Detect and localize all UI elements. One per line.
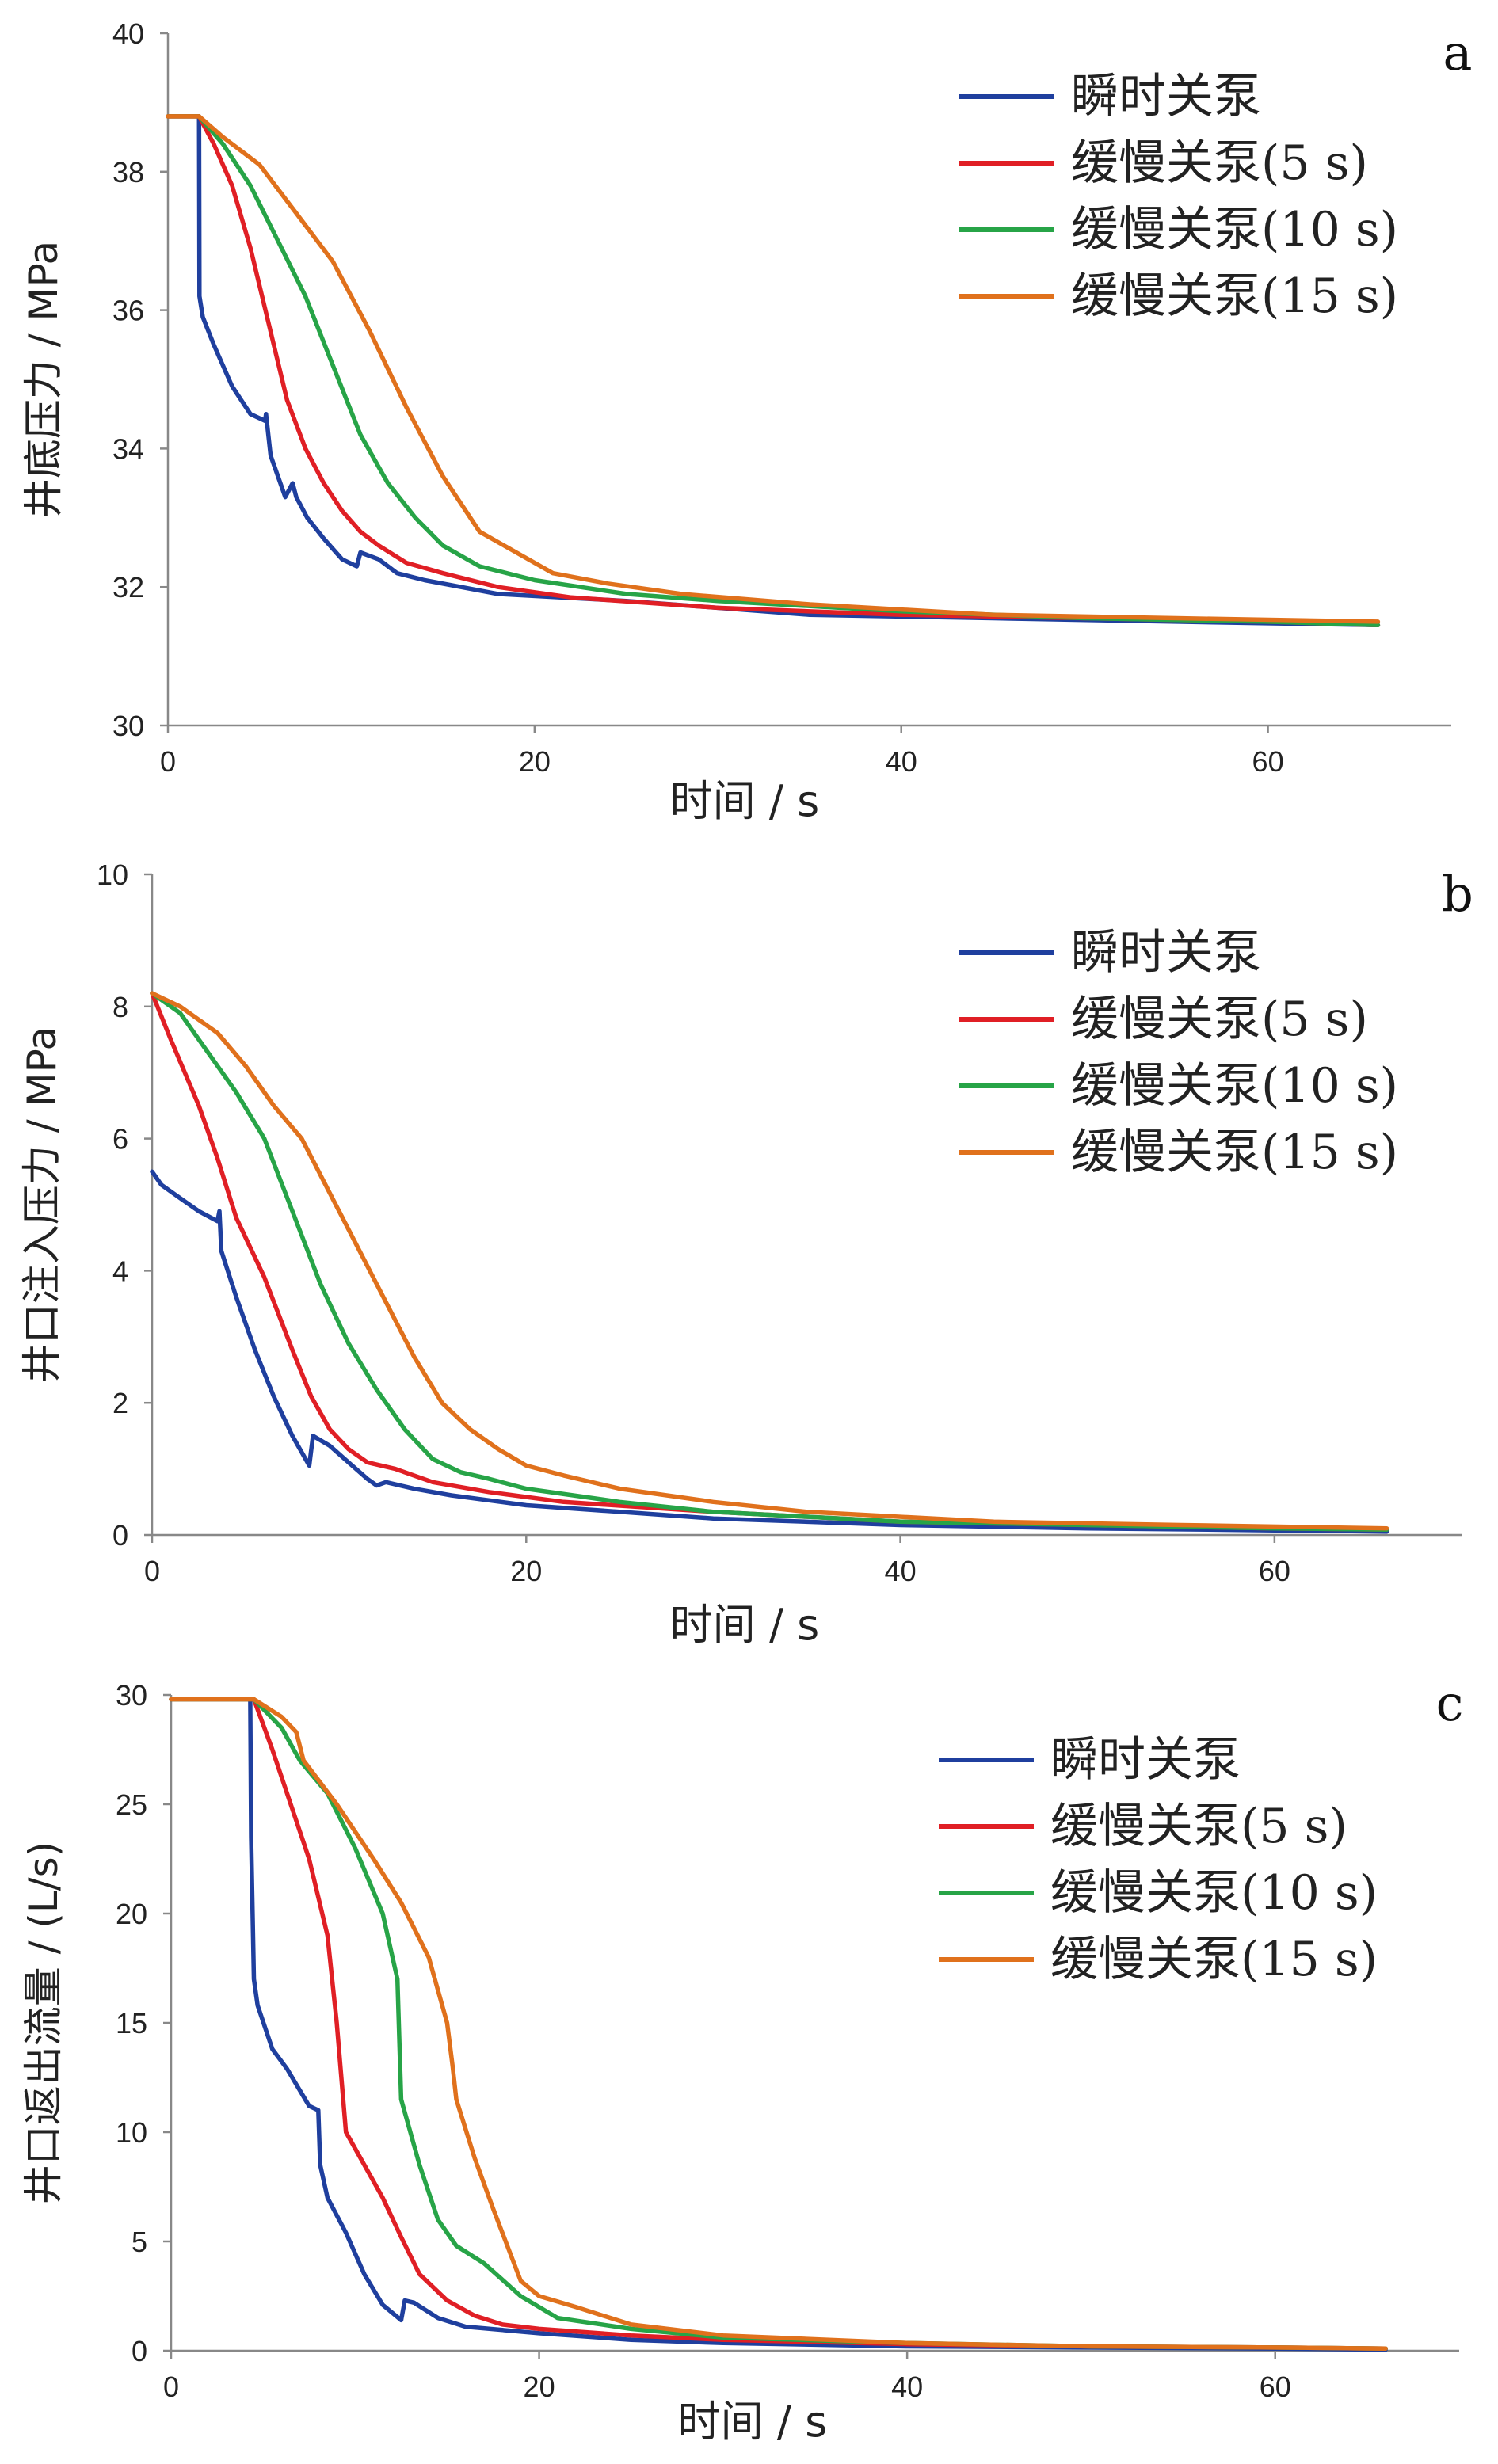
y-tick-label: 6 <box>112 1123 128 1156</box>
legend-label: 缓慢关泵(5 s) <box>1071 992 1368 1047</box>
series-line-1 <box>169 1697 1388 2352</box>
series-line-3 <box>150 991 1389 1533</box>
legend-label: 缓慢关泵(15 s) <box>1071 268 1398 324</box>
panel-letter: c <box>1436 1674 1464 1732</box>
y-tick-label: 36 <box>112 295 144 327</box>
series-line-2 <box>166 114 1381 628</box>
y-tick-label: 10 <box>97 859 128 891</box>
legend-label: 缓慢关泵(10 s) <box>1071 202 1398 257</box>
y-tick-label: 5 <box>132 2226 147 2258</box>
y-tick-label: 38 <box>112 156 144 189</box>
y-tick-label: 30 <box>116 1679 147 1712</box>
x-tick-label: 0 <box>163 2371 179 2403</box>
y-tick-label: 32 <box>112 571 144 604</box>
legend-label: 瞬时关泵 <box>1050 1732 1241 1788</box>
y-axis-label: 井底压力 / MPa <box>21 241 67 518</box>
x-tick-label: 60 <box>1259 1555 1290 1587</box>
legend-label: 缓慢关泵(5 s) <box>1071 135 1368 191</box>
x-tick-label: 0 <box>144 1555 160 1587</box>
legend-label: 瞬时关泵 <box>1071 925 1261 981</box>
chart-panel-a: 0 20 40 60 30 32 34 36 38 40 时间 / s 井底压力 / MPa a 瞬时关泵… <box>21 17 1472 826</box>
series-line-1 <box>166 114 1381 628</box>
x-tick-label: 20 <box>510 1555 542 1587</box>
series-line-3 <box>166 114 1381 628</box>
y-tick-label: 4 <box>112 1255 128 1287</box>
x-tick-label: 60 <box>1260 2371 1291 2403</box>
panel-letter: a <box>1443 24 1473 82</box>
legend-label: 缓慢关泵(15 s) <box>1071 1125 1398 1180</box>
y-tick-label: 10 <box>116 2116 147 2149</box>
series-line-4 <box>150 991 1389 1531</box>
y-tick-label: 25 <box>116 1788 147 1821</box>
x-tick-label: 60 <box>1252 745 1284 778</box>
x-axis-label: 时间 / s <box>670 776 820 826</box>
panel-letter: b <box>1442 865 1473 923</box>
chart-panel-b: 0 20 40 60 0 2 4 6 8 10 时间 / s 井口注入压力 / MPa b 瞬时关泵缓慢关… <box>19 859 1473 1650</box>
y-tick-label: 0 <box>112 1519 128 1552</box>
x-tick-label: 40 <box>886 745 917 778</box>
series-line-1 <box>150 1169 1389 1534</box>
x-tick-label: 20 <box>524 2371 555 2403</box>
legend-label: 缓慢关泵(5 s) <box>1050 1799 1347 1854</box>
legend-label: 缓慢关泵(15 s) <box>1050 1932 1378 1987</box>
legend-label: 缓慢关泵(10 s) <box>1071 1058 1398 1114</box>
x-tick-label: 40 <box>891 2371 923 2403</box>
y-tick-label: 20 <box>116 1898 147 1930</box>
y-tick-label: 15 <box>116 2007 147 2039</box>
y-tick-label: 40 <box>112 17 144 50</box>
chart-panel-c: 0 20 40 60 0 5 10 15 20 25 30 时间 / s 井口返出流量 / (L/s) c… <box>21 1674 1463 2447</box>
y-tick-label: 0 <box>132 2335 147 2367</box>
x-tick-label: 0 <box>160 745 176 778</box>
legend-label: 瞬时关泵 <box>1071 69 1261 124</box>
series-line-4 <box>169 1697 1388 2351</box>
y-tick-label: 2 <box>112 1387 128 1419</box>
y-axis-label: 井口返出流量 / (L/s) <box>21 1841 67 2204</box>
y-axis-label: 井口注入压力 / MPa <box>19 1026 65 1383</box>
x-tick-label: 20 <box>519 745 551 778</box>
y-tick-label: 34 <box>112 432 144 465</box>
x-tick-label: 40 <box>885 1555 917 1587</box>
x-axis-label: 时间 / s <box>678 2397 828 2447</box>
x-axis-label: 时间 / s <box>670 1600 820 1650</box>
series-line-4 <box>166 114 1381 624</box>
legend-label: 缓慢关泵(10 s) <box>1050 1865 1378 1921</box>
y-tick-label: 8 <box>112 991 128 1023</box>
y-tick-label: 30 <box>112 710 144 742</box>
